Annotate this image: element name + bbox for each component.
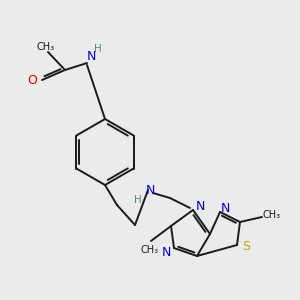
Text: CH₃: CH₃ bbox=[37, 42, 55, 52]
Text: N: N bbox=[86, 50, 96, 62]
Text: H: H bbox=[94, 44, 102, 54]
Text: N: N bbox=[195, 200, 205, 214]
Text: N: N bbox=[161, 247, 171, 260]
Text: O: O bbox=[27, 74, 37, 88]
Text: S: S bbox=[242, 241, 250, 254]
Text: N: N bbox=[220, 202, 230, 214]
Text: CH₃: CH₃ bbox=[141, 245, 159, 255]
Text: CH₃: CH₃ bbox=[263, 210, 281, 220]
Text: N: N bbox=[145, 184, 155, 197]
Text: H: H bbox=[134, 195, 142, 205]
